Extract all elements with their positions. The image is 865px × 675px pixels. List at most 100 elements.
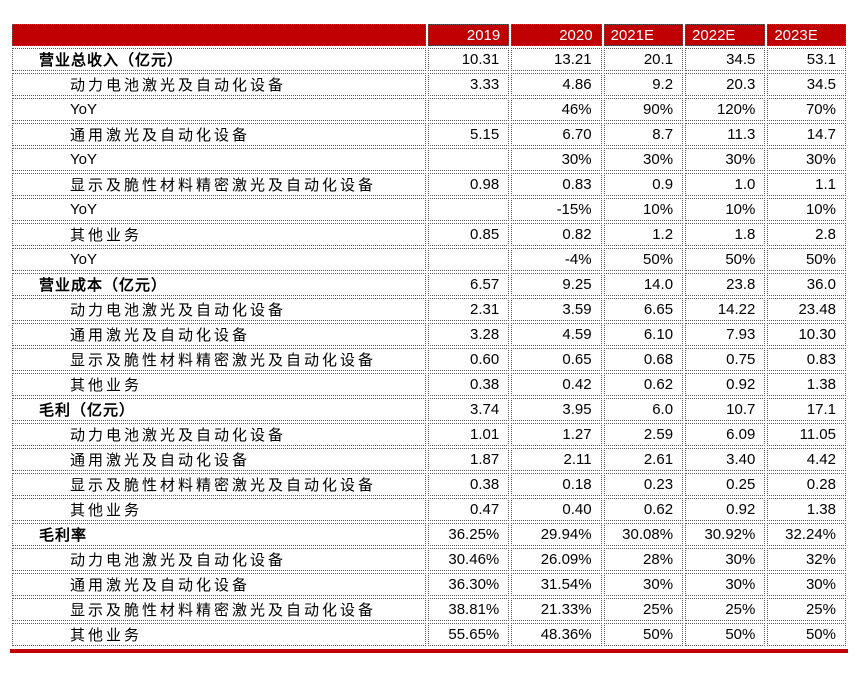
value-cell: 0.42 xyxy=(511,373,602,396)
value-cell: 11.3 xyxy=(685,123,766,146)
row-label: YoY xyxy=(12,98,427,121)
header-year-2022e: 2022E xyxy=(685,24,766,46)
table-row: 其他业务 0.38 0.42 0.62 0.92 1.38 xyxy=(12,373,846,396)
value-cell: 30.92% xyxy=(685,523,766,546)
value-cell: 3.59 xyxy=(511,298,602,321)
value-cell: 14.0 xyxy=(603,273,684,296)
value-cell: 20.3 xyxy=(685,73,766,96)
value-cell: 34.5 xyxy=(685,48,766,71)
value-cell: 1.0 xyxy=(685,173,766,196)
value-cell: 120% xyxy=(685,98,766,121)
value-cell: 0.98 xyxy=(428,173,510,196)
value-cell: 6.57 xyxy=(428,273,510,296)
value-cell: 30% xyxy=(603,148,684,171)
table-row: 显示及脆性材料精密激光及自动化设备 0.38 0.18 0.23 0.25 0.28 xyxy=(12,473,846,496)
value-cell: 3.74 xyxy=(428,398,510,421)
value-cell: 1.27 xyxy=(511,423,602,446)
table-row: 通用激光及自动化设备 5.15 6.70 8.7 11.3 14.7 xyxy=(12,123,846,146)
header-year-2020: 2020 xyxy=(511,24,602,46)
table-row: 其他业务 0.47 0.40 0.62 0.92 1.38 xyxy=(12,498,846,521)
value-cell: 4.59 xyxy=(511,323,602,346)
row-label: YoY xyxy=(12,148,427,171)
value-cell: 9.25 xyxy=(511,273,602,296)
row-label: 其他业务 xyxy=(12,373,427,396)
value-cell: 30% xyxy=(767,148,846,171)
row-label: 显示及脆性材料精密激光及自动化设备 xyxy=(12,598,427,621)
row-label: 营业成本（亿元） xyxy=(12,273,427,296)
value-cell: 32% xyxy=(767,548,846,571)
value-cell: 3.33 xyxy=(428,73,510,96)
value-cell: 0.40 xyxy=(511,498,602,521)
value-cell: 2.31 xyxy=(428,298,510,321)
value-cell: 10.7 xyxy=(685,398,766,421)
value-cell: 0.85 xyxy=(428,223,510,246)
value-cell: 1.2 xyxy=(603,223,684,246)
value-cell: 0.47 xyxy=(428,498,510,521)
value-cell: 5.15 xyxy=(428,123,510,146)
value-cell: 38.81% xyxy=(428,598,510,621)
value-cell: 9.2 xyxy=(603,73,684,96)
row-label: 动力电池激光及自动化设备 xyxy=(12,298,427,321)
value-cell: 53.1 xyxy=(767,48,846,71)
value-cell: 0.25 xyxy=(685,473,766,496)
value-cell xyxy=(428,198,510,221)
header-year-2023e: 2023E xyxy=(767,24,846,46)
table-row: YoY 46% 90% 120% 70% xyxy=(12,98,846,121)
value-cell: -4% xyxy=(511,248,602,271)
value-cell: 10% xyxy=(767,198,846,221)
value-cell: 0.92 xyxy=(685,498,766,521)
value-cell: 0.92 xyxy=(685,373,766,396)
value-cell: 3.95 xyxy=(511,398,602,421)
value-cell: 50% xyxy=(685,623,766,646)
row-label: 动力电池激光及自动化设备 xyxy=(12,423,427,446)
value-cell: 2.11 xyxy=(511,448,602,471)
row-label: 毛利率 xyxy=(12,523,427,546)
value-cell: 4.86 xyxy=(511,73,602,96)
value-cell: 1.38 xyxy=(767,373,846,396)
value-cell: 50% xyxy=(767,248,846,271)
value-cell: 28% xyxy=(603,548,684,571)
value-cell: 30% xyxy=(511,148,602,171)
row-label: YoY xyxy=(12,198,427,221)
value-cell: 2.8 xyxy=(767,223,846,246)
value-cell: 1.1 xyxy=(767,173,846,196)
value-cell: 7.93 xyxy=(685,323,766,346)
value-cell: 25% xyxy=(603,598,684,621)
value-cell xyxy=(428,248,510,271)
row-label: 动力电池激光及自动化设备 xyxy=(12,548,427,571)
value-cell: 6.09 xyxy=(685,423,766,446)
table-row: YoY -4% 50% 50% 50% xyxy=(12,248,846,271)
value-cell: 0.68 xyxy=(603,348,684,371)
value-cell: 31.54% xyxy=(511,573,602,596)
value-cell: 0.65 xyxy=(511,348,602,371)
row-label: 通用激光及自动化设备 xyxy=(12,573,427,596)
value-cell: 0.38 xyxy=(428,373,510,396)
table-row: YoY 30% 30% 30% 30% xyxy=(12,148,846,171)
value-cell xyxy=(428,148,510,171)
value-cell: 30% xyxy=(685,548,766,571)
row-label: 通用激光及自动化设备 xyxy=(12,123,427,146)
value-cell: 0.38 xyxy=(428,473,510,496)
header-label-cell xyxy=(12,24,427,46)
value-cell: 26.09% xyxy=(511,548,602,571)
value-cell: 50% xyxy=(685,248,766,271)
value-cell: 23.48 xyxy=(767,298,846,321)
value-cell: 8.7 xyxy=(603,123,684,146)
value-cell: 2.59 xyxy=(603,423,684,446)
value-cell: 1.38 xyxy=(767,498,846,521)
value-cell: 30.08% xyxy=(603,523,684,546)
row-label: 营业总收入（亿元） xyxy=(12,48,427,71)
table-row: 其他业务 0.85 0.82 1.2 1.8 2.8 xyxy=(12,223,846,246)
value-cell: 30% xyxy=(685,573,766,596)
value-cell: 23.8 xyxy=(685,273,766,296)
value-cell: 3.40 xyxy=(685,448,766,471)
value-cell: 90% xyxy=(603,98,684,121)
table-row: 显示及脆性材料精密激光及自动化设备 0.98 0.83 0.9 1.0 1.1 xyxy=(12,173,846,196)
value-cell: 46% xyxy=(511,98,602,121)
value-cell: 0.18 xyxy=(511,473,602,496)
row-label: 显示及脆性材料精密激光及自动化设备 xyxy=(12,473,427,496)
value-cell: 50% xyxy=(767,623,846,646)
value-cell: 30.46% xyxy=(428,548,510,571)
table-row: 通用激光及自动化设备 36.30% 31.54% 30% 30% 30% xyxy=(12,573,846,596)
row-label: 动力电池激光及自动化设备 xyxy=(12,73,427,96)
